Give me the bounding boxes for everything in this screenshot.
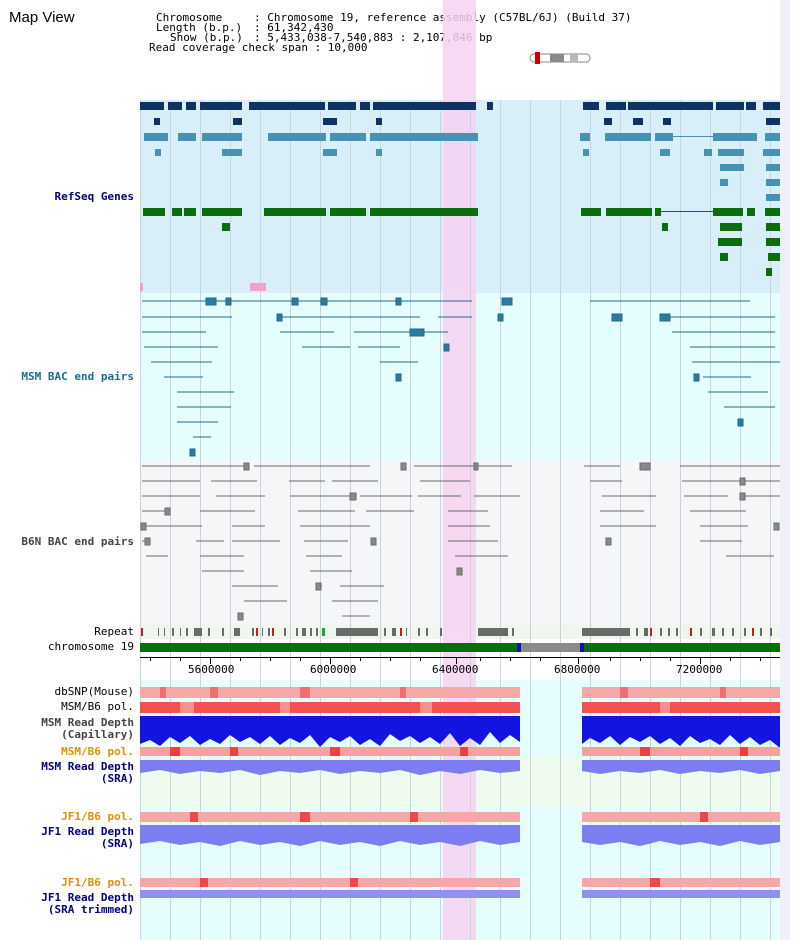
track-label-msm-depth-cap-sub: (Capillary) — [61, 728, 134, 741]
gene-row — [143, 208, 780, 276]
axis-tick-label: 5600000 — [188, 663, 235, 676]
track-label-msm-b6-pol[interactable]: MSM/B6 pol. — [61, 700, 134, 713]
msm-b6-pol-track-2 — [140, 747, 780, 756]
axis-tick-label: 7200000 — [676, 663, 723, 676]
chromosome-key: Chromosome — [156, 11, 223, 24]
dbsnp-track — [140, 687, 780, 698]
jf1-depth-sra-trimmed — [140, 890, 780, 898]
gene-row — [144, 133, 780, 201]
track-label-dbsnp[interactable]: dbSNP(Mouse) — [54, 685, 134, 698]
jf1-depth-sra — [140, 825, 780, 846]
track-label-jf1-depth-sra[interactable]: JF1 Read Depth — [41, 825, 134, 838]
length-key: Length (b.p.) — [156, 21, 243, 34]
length-value: : 61,342,430 — [254, 21, 334, 34]
track-label-jf1-depth-trim-sub: (SRA trimmed) — [47, 903, 134, 916]
track-label-jf1-depth-trim[interactable]: JF1 Read Depth — [41, 891, 134, 904]
repeat-track — [141, 628, 772, 636]
position-axis — [140, 657, 780, 664]
jf1-b6-pol-track — [140, 812, 780, 822]
track-label-jf1-depth-sra-sub: (SRA) — [100, 837, 134, 850]
track-label-jf1-b6-pol[interactable]: JF1/B6 pol. — [61, 810, 134, 823]
show-key: Show (b.p.) — [170, 31, 243, 44]
refseq-genes — [140, 102, 780, 291]
show-value: : 5,433,038-7,540,883 : 2,107,846 bp — [254, 31, 493, 44]
track-label-msm-depth-sra[interactable]: MSM Read Depth — [41, 760, 134, 773]
axis-tick-label: 6000000 — [310, 663, 357, 676]
pink-marker — [250, 283, 266, 291]
gridlines — [140, 100, 771, 940]
track-label-msm-depth-sra-sub: (SRA) — [100, 772, 134, 785]
b6n-bac-pairs — [140, 462, 780, 621]
msm-depth-capillary — [140, 716, 780, 748]
track-label-b6n-bac[interactable]: B6N BAC end pairs — [21, 535, 134, 548]
pink-marker — [140, 283, 143, 291]
track-label-msm-bac[interactable]: MSM BAC end pairs — [21, 370, 134, 383]
track-label-chromosome: chromosome 19 — [47, 640, 134, 653]
track-label-msm-depth-cap[interactable]: MSM Read Depth — [41, 716, 134, 729]
track-label-refseq[interactable]: RefSeq Genes — [54, 190, 134, 203]
track-label-jf1-b6-pol-2[interactable]: JF1/B6 pol. — [61, 876, 134, 889]
track-label-msm-b6-pol-2[interactable]: MSM/B6 pol. — [61, 745, 134, 758]
msm-b6-pol-track — [140, 702, 780, 713]
chromosome-bar — [140, 643, 780, 652]
jf1-b6-pol-track-2 — [140, 878, 780, 887]
axis-tick-label: 6400000 — [432, 663, 479, 676]
chromosome-ideogram — [529, 52, 591, 64]
axis-tick-label: 6800000 — [554, 663, 601, 676]
msm-depth-sra — [140, 760, 780, 775]
page-title: Map View — [9, 9, 75, 26]
right-edge-strip — [780, 0, 790, 940]
read-coverage-span: Read coverage check span : 10,000 — [149, 41, 368, 54]
track-label-repeat[interactable]: Repeat — [94, 625, 134, 638]
gene-row — [140, 102, 780, 125]
msm-bac-pairs — [142, 297, 780, 457]
